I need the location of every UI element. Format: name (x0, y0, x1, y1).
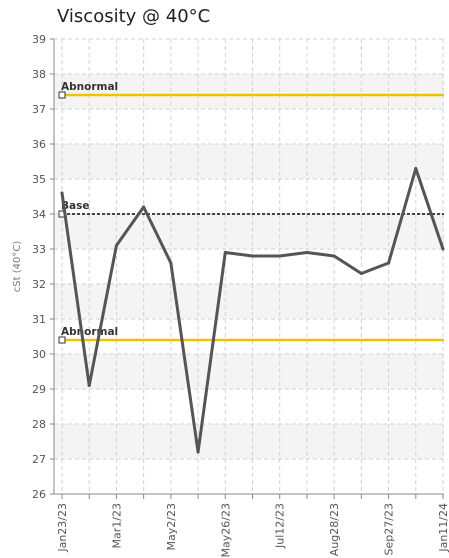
data-point (142, 205, 146, 209)
axes (50, 38, 444, 499)
data-point (196, 450, 200, 454)
y-tick-label: 32 (32, 278, 46, 291)
x-tick-label: May26/23 (219, 503, 232, 557)
plot-band (54, 354, 444, 389)
x-tick-label: Jul12/23 (274, 503, 287, 549)
data-point (87, 384, 91, 387)
plot-band (54, 144, 444, 179)
data-point (223, 251, 227, 254)
reference-marker (58, 91, 66, 99)
plot-bands (54, 74, 444, 459)
y-tick-label: 35 (32, 173, 46, 186)
plot-band (54, 74, 444, 109)
y-tick-label: 30 (32, 348, 46, 361)
y-tick-label: 34 (32, 208, 46, 221)
data-point (305, 251, 309, 254)
data-point (251, 254, 254, 258)
y-tick-label: 29 (32, 383, 46, 396)
y-tick-label: 33 (32, 243, 46, 256)
chart-title: Viscosity @ 40°C (57, 6, 211, 27)
y-tick-label: 39 (32, 33, 46, 46)
data-point (359, 272, 363, 275)
data-point (278, 254, 282, 258)
plot-band (54, 424, 444, 459)
reference-label: Abnormal (61, 326, 118, 338)
grid-lines (54, 38, 444, 495)
data-point (441, 247, 445, 251)
data-point (60, 191, 64, 195)
data-point (169, 261, 173, 265)
plot-band (54, 284, 444, 319)
y-tick-label: 38 (32, 68, 46, 81)
x-tick-label: Jan11/24 (437, 503, 449, 553)
x-tick-label: Aug28/23 (328, 503, 341, 556)
tick-labels: 26 27 28 29 30 31 32 33 34 35 36 37 38 39 Jan23/23 Mar1… (32, 33, 449, 557)
x-tick-label: Jan23/23 (56, 503, 69, 553)
data-series (60, 167, 445, 454)
y-tick-label: 37 (32, 103, 46, 116)
reference-label: Abnormal (61, 81, 118, 93)
data-point (114, 244, 118, 247)
x-tick-label: Mar1/23 (110, 503, 123, 548)
plot-band (54, 214, 444, 249)
y-tick-label: 27 (32, 453, 46, 466)
data-point (414, 167, 418, 170)
x-tick-label: Sep27/23 (383, 503, 396, 555)
y-tick-label: 28 (32, 418, 46, 431)
y-tick-label: 36 (32, 138, 46, 151)
data-point (332, 254, 336, 258)
y-axis-label: cSt (40°C) (12, 241, 23, 293)
reference-label: Base (61, 200, 89, 212)
y-tick-label: 26 (32, 488, 46, 501)
reference-lines: Abnormal Base Abnormal (58, 81, 444, 344)
y-tick-label: 31 (32, 313, 46, 326)
data-point (387, 261, 391, 265)
x-tick-label: May2/23 (165, 503, 178, 550)
reference-marker (58, 336, 66, 344)
